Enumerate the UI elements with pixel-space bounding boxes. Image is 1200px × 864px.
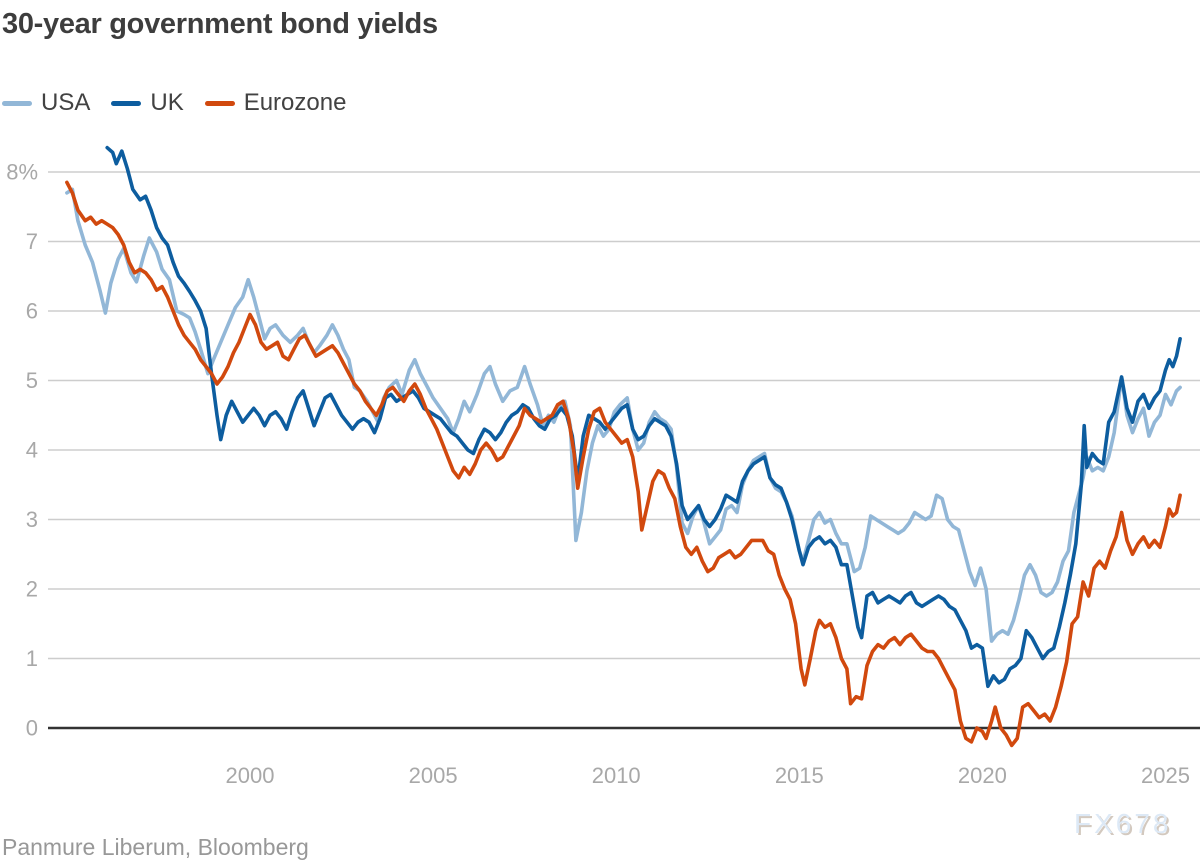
- legend-item-usa: USA: [2, 91, 90, 115]
- y-tick-label: 1: [26, 646, 38, 671]
- y-tick-label: 4: [26, 438, 38, 463]
- y-tick-label: 8%: [6, 160, 38, 185]
- x-tick-label: 2025: [1141, 763, 1190, 788]
- legend-label-usa: USA: [41, 89, 91, 116]
- series-line-uk: [105, 145, 1182, 689]
- y-tick-label: 3: [26, 507, 38, 532]
- legend-swatch-uk: [111, 100, 142, 106]
- y-tick-label: 5: [26, 368, 38, 393]
- chart-title: 30-year government bond yields: [2, 8, 438, 40]
- y-tick-label: 6: [26, 299, 38, 324]
- series-line-usa: [65, 187, 1182, 643]
- y-tick-label: 7: [26, 229, 38, 254]
- legend-item-eurozone: Eurozone: [204, 89, 347, 116]
- legend-item-uk: UK: [111, 89, 184, 116]
- x-tick-label: 2010: [592, 763, 641, 788]
- x-tick-label: 2005: [409, 763, 458, 788]
- series-line-eurozone: [65, 180, 1182, 748]
- legend-swatch-eurozone: [204, 100, 235, 106]
- x-tick-label: 2015: [775, 763, 824, 788]
- y-tick-label: 2: [26, 577, 38, 602]
- legend-swatch-usa: [2, 100, 32, 106]
- y-tick-label: 0: [26, 716, 38, 741]
- legend-label-eurozone: Eurozone: [243, 89, 347, 116]
- watermark-fx678: FX678: [1074, 808, 1172, 839]
- legend: USA UK Eurozone: [2, 88, 346, 118]
- source-attribution: Panmure Liberum, Bloomberg: [2, 834, 309, 860]
- legend-label-uk: UK: [150, 89, 184, 116]
- x-tick-label: 2020: [958, 763, 1007, 788]
- x-tick-label: 2000: [226, 763, 275, 788]
